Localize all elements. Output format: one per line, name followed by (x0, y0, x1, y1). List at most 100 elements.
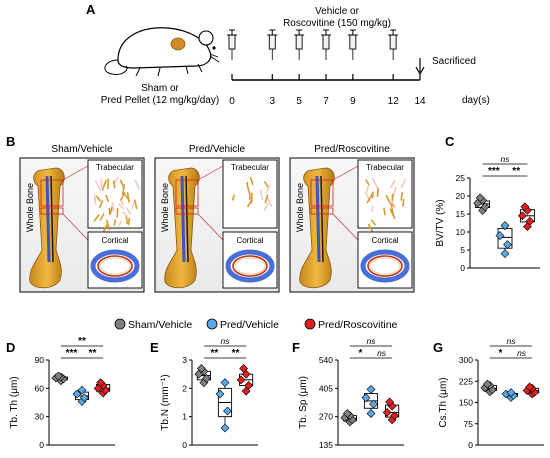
syringe-barrel (322, 34, 330, 50)
y-tick-label: 20 (456, 191, 466, 201)
data-point (495, 231, 505, 241)
y-tick-label: 15 (456, 209, 466, 219)
data-point (525, 216, 535, 226)
trabecula-strut (95, 195, 102, 202)
data-point (366, 409, 376, 418)
trabecula-strut (263, 202, 270, 212)
trabecula-strut (113, 219, 117, 227)
significance-label: ns (501, 154, 511, 164)
y-tick-label: 150 (459, 398, 473, 408)
significance-label: ns (517, 348, 527, 358)
trabecula-strut (390, 179, 396, 189)
y-tick-label: 300 (459, 355, 473, 365)
data-point (196, 364, 206, 373)
trabecula-strut (389, 208, 396, 220)
significance-label: ** (232, 348, 240, 359)
significance-label: ns (507, 336, 517, 346)
legend-label: Pred/Vehicle (220, 319, 279, 331)
significance-label: ns (377, 348, 387, 358)
pellet-line2: Pred Pellet (12 mg/kg/day) (101, 95, 219, 106)
trabecula-strut (99, 213, 105, 221)
data-point (517, 211, 527, 221)
data-point (382, 408, 392, 417)
whole-bone-label: Whole Bone (295, 183, 305, 232)
y-tick-label: 25 (456, 173, 466, 183)
microct-panel: Sham/Vehicle Whole Bone Trabecular Cortical… (19, 144, 415, 293)
y-tick-label: 540 (319, 355, 333, 365)
cortical-ring-inner (232, 255, 268, 277)
trabecula-strut (372, 177, 379, 189)
syringe-icon (267, 29, 278, 60)
cortical-roi-box (175, 207, 199, 215)
trabecula-strut (111, 202, 115, 212)
data-point (361, 393, 371, 403)
syringe-icon (321, 29, 331, 60)
data-point (503, 240, 512, 250)
sacrifice-arrow-head (415, 66, 425, 76)
trabecula-strut (94, 180, 102, 192)
trabecular-roi-box (310, 179, 334, 207)
syringe-icon (388, 29, 399, 60)
pellet-line1: Sham or (141, 83, 179, 94)
trabecula-strut (246, 181, 250, 193)
trabecula-strut (383, 207, 386, 216)
timeline-day-label: 14 (414, 96, 426, 107)
panel-letter-e: E (150, 340, 159, 355)
panel-letter-d: D (6, 340, 15, 355)
significance-label: ** (512, 166, 520, 177)
data-point (244, 381, 254, 390)
trabecula-strut (120, 192, 126, 201)
day-unit-label: day(s) (462, 95, 490, 106)
trabecula-strut (105, 194, 110, 202)
syringe-barrel (295, 34, 303, 50)
y-tick-label: 1 (182, 412, 187, 422)
trabecula-strut (265, 183, 271, 194)
data-point (506, 388, 516, 398)
trabecular-inset (357, 159, 413, 229)
timeline-axis: 0 3 5 7 9 12 14 (227, 29, 426, 107)
syringe-barrel (349, 34, 357, 50)
panel-letter-f: F (292, 340, 300, 355)
trabecula-strut (112, 180, 116, 189)
y-axis-label: Tb. Th (μm) (9, 376, 20, 428)
trabecula-strut (93, 214, 100, 222)
trabecula-strut (121, 211, 128, 217)
trabecula-strut (105, 219, 111, 231)
significance-label: ** (211, 348, 219, 359)
data-point (220, 378, 230, 388)
significance-label: ** (78, 336, 86, 347)
femur-cortex-line (185, 175, 189, 263)
syringe-barrel (268, 34, 276, 50)
treatment-line1: Vehicle or (315, 6, 360, 17)
roi-connector (197, 165, 224, 181)
trabecula-strut (118, 203, 124, 210)
y-tick-label: 405 (319, 383, 333, 393)
trabecular-roi-box (40, 179, 64, 207)
trabecula-strut (365, 185, 369, 195)
panel-letter-a: A (86, 2, 96, 17)
significance-label: *** (488, 166, 500, 177)
trabecula-strut (126, 192, 130, 203)
trabecula-strut (125, 214, 129, 225)
cortical-endosteum (234, 257, 266, 275)
panel-letter-b: B (6, 134, 15, 149)
y-tick-label: 90 (35, 355, 45, 365)
y-tick-label: 10 (456, 227, 466, 237)
legend-label: Pred/Roscovitine (318, 319, 398, 331)
y-tick-label: 2 (182, 383, 187, 393)
data-point (239, 364, 249, 373)
cortical-ring-outer (225, 249, 275, 283)
trabecula-strut (134, 179, 141, 191)
y-tick-label: 0 (39, 440, 44, 450)
syringe-barrel (228, 34, 236, 50)
y-tick-label: 270 (319, 412, 333, 422)
legend-marker (206, 318, 218, 330)
trabecula-strut (93, 194, 97, 206)
panel-letter-g: G (433, 340, 443, 355)
data-point (53, 371, 63, 381)
data-point (96, 378, 106, 388)
